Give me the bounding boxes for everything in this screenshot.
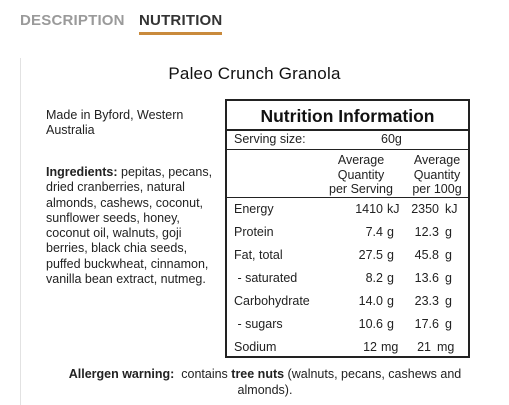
allergen-bold: tree nuts (231, 367, 285, 381)
table-row: Fat, total 27.5 g 45.8 g (227, 248, 468, 271)
header-line: Quantity (413, 167, 461, 182)
panel-left-border (20, 58, 21, 405)
header-line: Average (413, 153, 461, 167)
row-label: Sodium (234, 340, 277, 354)
per-serving-value: 1410 (355, 202, 383, 216)
per-serving-value: 12 (363, 340, 377, 354)
per-serving-unit: g (387, 271, 394, 285)
nutrition-panel: Nutrition Information Serving size: 60g … (225, 99, 470, 358)
header-line: per 100g (412, 182, 462, 196)
ingredients-text: Ingredients: pepitas, pecans, dried cran… (46, 165, 216, 287)
per-serving-value: 14.0 (358, 294, 383, 308)
per-100g-unit: g (445, 271, 452, 285)
per-serving-value: 7.4 (365, 225, 383, 239)
allergen-warning: Allergen warning: contains tree nuts (wa… (60, 366, 470, 398)
ingredients-list: pepitas, pecans, dried cranberries, natu… (46, 165, 213, 287)
divider (227, 149, 468, 150)
divider (227, 197, 468, 198)
per-100g-unit: g (445, 248, 452, 262)
per-100g-value: 12.3 (414, 225, 439, 239)
per-serving-value: 8.2 (365, 271, 383, 285)
serving-size-value: 60g (381, 132, 402, 146)
per-serving-unit: mg (381, 340, 399, 354)
per-serving-unit: g (387, 248, 394, 262)
header-line: Average (337, 153, 385, 167)
table-row: - sugars 10.6 g 17.6 g (227, 317, 468, 340)
column-header-per-100g: Average Quantity per 100g (405, 153, 469, 197)
per-100g-value: 23.3 (414, 294, 439, 308)
serving-size-label: Serving size: (234, 132, 306, 146)
table-row: Sodium 12 mg 21 mg (227, 340, 468, 363)
row-label: Protein (234, 225, 274, 239)
per-100g-value: 17.6 (414, 317, 439, 331)
allergen-post: (walnuts, pecans, cashews and almonds). (237, 367, 462, 397)
per-serving-value: 10.6 (358, 317, 383, 331)
allergen-label: Allergen warning: (68, 367, 175, 381)
column-header-per-serving: Average Quantity per Serving (322, 153, 400, 197)
tab-nutrition[interactable]: NUTRITION (139, 12, 223, 35)
per-100g-value: 45.8 (414, 248, 439, 262)
per-serving-unit: g (387, 225, 394, 239)
per-100g-unit: g (445, 317, 452, 331)
per-serving-unit: kJ (387, 202, 400, 216)
table-row: Protein 7.4 g 12.3 g (227, 225, 468, 248)
per-serving-unit: g (387, 294, 394, 308)
row-label: Carbohydrate (234, 294, 310, 308)
per-serving-unit: g (387, 317, 394, 331)
divider (227, 129, 468, 131)
table-row: Carbohydrate 14.0 g 23.3 g (227, 294, 468, 317)
per-100g-unit: g (445, 294, 452, 308)
nutrition-title: Nutrition Information (260, 106, 435, 126)
header-line: per Serving (329, 182, 393, 196)
allergen-pre: contains (174, 367, 232, 381)
per-100g-unit: kJ (445, 202, 458, 216)
table-row: Energy 1410 kJ 2350 kJ (227, 202, 468, 225)
per-100g-value: 13.6 (414, 271, 439, 285)
row-label: - saturated (234, 271, 298, 285)
row-label: - sugars (234, 317, 283, 331)
tab-bar: DESCRIPTION NUTRITION (0, 0, 509, 40)
per-100g-value: 21 (417, 340, 431, 354)
tab-description[interactable]: DESCRIPTION (20, 12, 125, 29)
ingredients-label: Ingredients: (46, 165, 118, 179)
per-serving-value: 27.5 (358, 248, 383, 262)
made-in-text: Made in Byford, Western Australia (46, 108, 184, 137)
product-title: Paleo Crunch Granola (168, 64, 341, 83)
per-100g-unit: mg (437, 340, 455, 354)
table-row: - saturated 8.2 g 13.6 g (227, 271, 468, 294)
per-100g-unit: g (445, 225, 452, 239)
per-100g-value: 2350 (411, 202, 439, 216)
header-line: Quantity (337, 167, 385, 182)
row-label: Energy (234, 202, 274, 216)
row-label: Fat, total (234, 248, 283, 262)
